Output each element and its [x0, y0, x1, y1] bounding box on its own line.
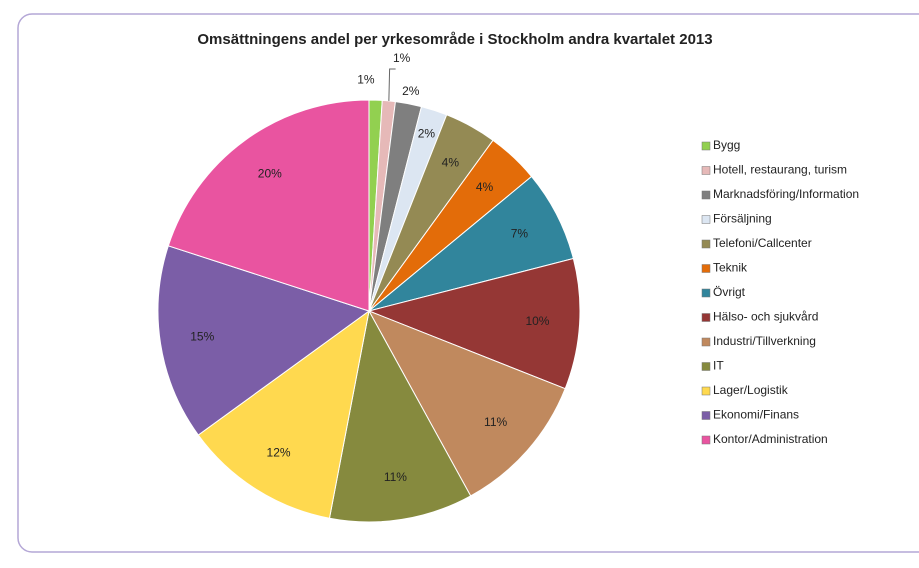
- data-label: 11%: [484, 415, 507, 429]
- legend-swatch: [701, 313, 711, 322]
- data-label: 1%: [393, 51, 411, 65]
- legend-label: Telefoni/Callcenter: [713, 236, 812, 250]
- data-label: 15%: [190, 330, 214, 344]
- data-label: 2%: [418, 127, 436, 141]
- data-label: 20%: [258, 167, 282, 181]
- chart-title: Omsättningens andel per yrkesområde i St…: [197, 31, 712, 48]
- data-label: 7%: [511, 227, 529, 241]
- leader-line: [388, 68, 396, 101]
- data-label: 1%: [357, 72, 375, 86]
- legend-swatch: [701, 264, 711, 273]
- legend-label: Kontor/Administration: [713, 432, 828, 446]
- legend-swatch: [701, 362, 711, 371]
- legend-label: Ekonomi/Finans: [713, 408, 799, 422]
- legend-swatch: [701, 215, 711, 224]
- legend-label: IT: [713, 359, 724, 373]
- pie-slice: [328, 309, 472, 523]
- data-label: 12%: [267, 446, 291, 460]
- pie-slice: [157, 245, 371, 436]
- data-label: 4%: [476, 180, 494, 194]
- data-label: 2%: [402, 84, 420, 98]
- data-label: 10%: [525, 314, 549, 328]
- legend-swatch: [701, 190, 711, 200]
- legend-label: Hälso- och sjukvård: [713, 310, 818, 324]
- legend-label: Bygg: [713, 138, 740, 152]
- data-label: 4%: [442, 155, 460, 169]
- legend-label: Marknadsföring/Information: [713, 187, 859, 201]
- legend-swatch: [701, 435, 711, 445]
- legend-swatch: [701, 166, 711, 175]
- legend-swatch: [701, 239, 711, 249]
- legend-swatch: [701, 337, 711, 347]
- legend-label: Industri/Tillverkning: [713, 334, 816, 348]
- data-label: 11%: [384, 470, 407, 484]
- legend-label: Lager/Logistik: [713, 383, 789, 397]
- legend-swatch: [701, 288, 711, 298]
- pie-slice: [197, 309, 370, 519]
- pie-slice: [167, 99, 370, 312]
- legend-label: Försäljning: [713, 212, 772, 226]
- legend-label: Teknik: [713, 261, 748, 275]
- pie-slice: [367, 257, 581, 390]
- legend-label: Övrigt: [713, 285, 746, 299]
- legend-swatch: [701, 386, 711, 396]
- legend-swatch: [701, 141, 711, 151]
- legend-label: Hotell, restaurang, turism: [713, 163, 847, 177]
- legend-swatch: [701, 411, 711, 420]
- pie-slice: [367, 310, 566, 497]
